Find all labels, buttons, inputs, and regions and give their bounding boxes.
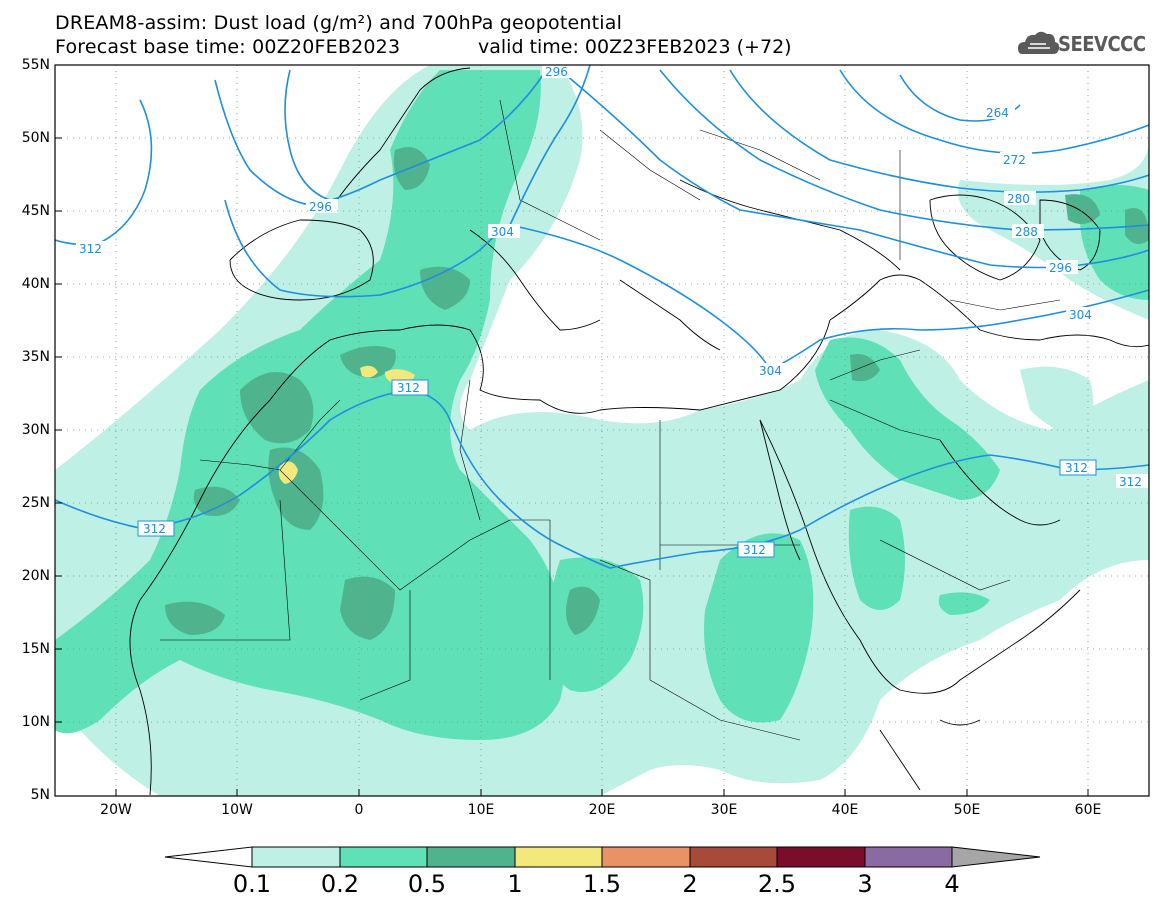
contour-label: 296 <box>309 200 332 214</box>
lon-label: 10E <box>467 802 495 818</box>
axis-ticks <box>55 64 1089 797</box>
colorbar-tick-label: 3 <box>857 870 873 898</box>
country-borders <box>160 99 1061 741</box>
contour-label: 312 <box>743 543 766 557</box>
contour-label: 296 <box>1049 261 1072 275</box>
colorbar-tick-label: 2.5 <box>757 870 797 898</box>
contour-label: 296 <box>545 65 568 79</box>
lat-label: 30N <box>21 422 50 438</box>
contour-label: 304 <box>491 225 514 239</box>
contour-label: 312 <box>79 242 102 256</box>
lat-label: 10N <box>21 714 50 730</box>
lon-label: 50E <box>953 802 981 818</box>
contour-label: 272 <box>1003 153 1026 167</box>
lon-label: 0 <box>354 802 364 818</box>
lat-label: 40N <box>21 276 50 292</box>
colorbar-tick-label: 1.5 <box>582 870 622 898</box>
contour-label: 280 <box>1007 192 1030 206</box>
colorbar-swatch <box>427 847 515 867</box>
forecast-base-time: Forecast base time: 00Z20FEB2023 <box>55 36 401 58</box>
colorbar-swatch <box>690 847 777 867</box>
lat-label: 50N <box>21 130 50 146</box>
lat-label: 5N <box>30 787 50 803</box>
colorbar-swatch <box>515 847 602 867</box>
contour-label: 264 <box>986 106 1009 120</box>
lat-label: 55N <box>21 57 50 73</box>
colorbar-tick-label: 4 <box>944 870 960 898</box>
dust-fill-layer <box>55 65 1149 796</box>
lat-label: 35N <box>21 349 50 365</box>
contour-label: 312 <box>1065 461 1088 475</box>
lon-label: 10W <box>221 802 253 818</box>
lon-label: 60E <box>1074 802 1102 818</box>
lon-label: 20E <box>588 802 616 818</box>
cloud-logo-icon <box>1018 31 1060 54</box>
contour-label: 304 <box>1069 308 1092 322</box>
colorbar-swatch <box>340 847 427 867</box>
lat-label: 25N <box>21 495 50 511</box>
colorbar-over-arrow <box>951 846 1041 868</box>
logo-text: SEEVCCC <box>1058 32 1146 56</box>
contour-label: 304 <box>759 364 782 378</box>
contour-labels: 296 296 312 304 312 304 312 312 312 264 … <box>76 64 1148 558</box>
lat-label: 15N <box>21 641 50 657</box>
coastlines <box>129 67 1149 796</box>
lon-label: 20W <box>100 802 132 818</box>
valid-time: valid time: 00Z23FEB2023 (+72) <box>478 36 792 58</box>
contour-label: 312 <box>397 381 420 395</box>
colorbar-tick-label: 2 <box>682 870 698 898</box>
colorbar-tick-label: 0.1 <box>232 870 272 898</box>
colorbar-tick-label: 1 <box>507 870 523 898</box>
colorbar-swatch <box>602 847 690 867</box>
colorbar-swatch <box>865 847 952 867</box>
colorbar-tick-label: 0.5 <box>407 870 447 898</box>
lat-label: 20N <box>21 568 50 584</box>
colorbar-tick-label: 0.2 <box>320 870 360 898</box>
contour-label: 312 <box>143 522 166 536</box>
colorbar-under-arrow <box>164 846 253 868</box>
gridlines <box>55 65 1149 796</box>
lat-label: 45N <box>21 203 50 219</box>
contour-label: 288 <box>1015 225 1038 239</box>
map-title: DREAM8-assim: Dust load (g/m²) and 700hP… <box>55 12 623 34</box>
colorbar <box>164 846 1041 868</box>
colorbar-swatch <box>252 847 340 867</box>
lon-label: 40E <box>831 802 859 818</box>
colorbar-swatch <box>777 847 865 867</box>
dust-high-areas <box>165 147 1149 640</box>
lon-label: 30E <box>710 802 738 818</box>
contour-label: 312 <box>1119 475 1142 489</box>
